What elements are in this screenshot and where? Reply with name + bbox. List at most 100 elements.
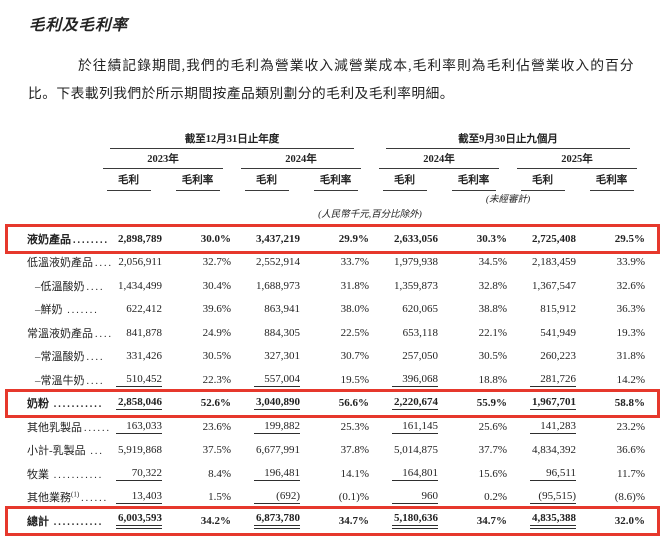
gross-profit-value: 327,301 xyxy=(264,350,300,363)
row-label-text: –低溫酸奶 xyxy=(35,280,85,293)
dot-leader: ...... xyxy=(84,422,111,434)
dot-leader: .... xyxy=(95,328,113,340)
gross-margin-value: 24.9% xyxy=(202,326,231,339)
row-label-text: 低溫液奶產品 xyxy=(27,257,93,270)
column-header-label: 毛利率 xyxy=(175,172,220,191)
gross-profit-value: 620,065 xyxy=(402,303,438,316)
row-label: 常溫液奶產品.... xyxy=(14,325,111,341)
column-header: 毛利率 xyxy=(439,169,508,191)
gross-margin-value: 18.8% xyxy=(478,373,507,386)
gross-profit-value: 164,801 xyxy=(370,467,439,481)
underlined-value: 3,040,890 xyxy=(254,396,300,411)
gross-margin-value: 30.5% xyxy=(202,350,231,363)
gross-profit-value: 3,040,890 xyxy=(232,396,301,411)
row-label: 其他乳製品...... xyxy=(14,419,109,435)
gross-margin-value: 34.2% xyxy=(200,514,231,527)
row-label: –鮮奶 ....... xyxy=(14,301,97,317)
gross-margin-value: 30.3% xyxy=(476,232,507,245)
column-header-label: 毛利率 xyxy=(451,172,496,191)
header-spacer xyxy=(14,131,94,149)
underlined-value: 510,452 xyxy=(116,373,162,387)
table-row: 常溫液奶產品.... 841,878 24.9% 884,305 22.5% 653,11… xyxy=(14,321,646,345)
gross-profit-value: 557,004 xyxy=(232,373,301,387)
row-label: 低溫液奶產品.... xyxy=(14,254,111,270)
gross-margin-value: 29.9% xyxy=(338,232,369,245)
table-row: 低溫液奶產品.... 2,056,911 32.7% 2,552,914 33.7% 1,… xyxy=(14,251,646,275)
gross-profit-value: 163,033 xyxy=(94,420,163,434)
double-underlined-value: 6,003,593 xyxy=(116,512,162,530)
dot-leader: .... xyxy=(86,281,105,293)
gross-margin-value: 22.3% xyxy=(202,373,231,386)
gross-profit-value: 960 xyxy=(370,490,439,505)
gross-profit-value: 331,426 xyxy=(126,350,162,363)
table-row: –常溫酸奶.... 331,426 30.5% 327,301 30.7% 257,050… xyxy=(14,345,646,369)
dot-leader: .... xyxy=(86,352,105,364)
year-header: 2024年 xyxy=(379,151,499,169)
gross-profit-value: 2,183,459 xyxy=(532,256,576,269)
gross-profit-value: 2,725,408 xyxy=(532,232,576,245)
table-row: 其他業務(1)...... 13,403 1.5% (692) (0.1)% 960 0.2… xyxy=(14,486,646,510)
page-title: 毛利及毛利率 xyxy=(29,17,129,34)
gross-profit-value: 4,834,392 xyxy=(532,444,576,457)
gross-profit-value: 70,322 xyxy=(94,467,163,481)
gross-margin-value: (8.6)% xyxy=(614,491,645,504)
dot-leader: ........ xyxy=(73,234,109,246)
gross-margin-value: 30.7% xyxy=(340,350,369,363)
underlined-value: 163,033 xyxy=(116,420,162,434)
underlined-value: 557,004 xyxy=(254,373,300,387)
gross-profit-value: 5,919,868 xyxy=(118,444,162,457)
gross-margin-value: 38.8% xyxy=(478,303,507,316)
year-header: 2025年 xyxy=(517,151,637,169)
gross-profit-value: 815,912 xyxy=(540,303,576,316)
gross-profit-value: 2,220,674 xyxy=(370,396,439,411)
gross-margin-value: 56.6% xyxy=(338,397,369,410)
underlined-value: 70,322 xyxy=(116,467,162,481)
underlined-value: 2,220,674 xyxy=(392,396,438,411)
gross-margin-value: 34.7% xyxy=(476,514,507,527)
table-row: –常溫牛奶.... 510,452 22.3% 557,004 19.5% 396,068… xyxy=(14,368,646,392)
row-label-text: 總計 xyxy=(27,515,52,528)
unit-note: (人民幣千元,百分比除外) xyxy=(318,210,422,220)
gross-profit-value: 396,068 xyxy=(370,373,439,387)
underlined-value: 96,511 xyxy=(530,467,576,481)
row-label-text: 奶粉 xyxy=(27,398,52,411)
gross-margin-value: 37.5% xyxy=(202,444,231,457)
row-label: 小計-乳製品 ... xyxy=(14,442,102,458)
gross-margin-value: 29.5% xyxy=(614,232,645,245)
gross-profit-value: 257,050 xyxy=(402,350,438,363)
gross-margin-value: 1.5% xyxy=(208,491,231,504)
underlined-value: 164,801 xyxy=(392,467,438,481)
gross-margin-value: 58.8% xyxy=(614,397,645,410)
table-row: 牧業 ........... 70,322 8.4% 196,481 14.1% 164,… xyxy=(14,462,646,486)
gross-margin-value: 31.8% xyxy=(616,350,645,363)
gross-margin-value: 32.8% xyxy=(478,279,507,292)
gross-margin-value: 15.6% xyxy=(478,467,507,480)
gross-profit-value: 4,835,388 xyxy=(508,512,577,530)
row-label-text: 液奶產品 xyxy=(27,233,71,246)
underlined-value: 1,967,701 xyxy=(530,396,576,411)
column-header-label: 毛利 xyxy=(106,172,151,191)
column-header: 毛利率 xyxy=(577,169,646,191)
gross-profit-value: (95,515) xyxy=(508,490,577,505)
gross-profit-value: 5,180,636 xyxy=(370,512,439,530)
gross-profit-value: 6,873,780 xyxy=(232,512,301,530)
gross-margin-value: 55.9% xyxy=(476,397,507,410)
table-row: 其他乳製品...... 163,033 23.6% 199,882 25.3% 161,1… xyxy=(14,415,646,439)
gross-margin-value: 32.7% xyxy=(202,256,231,269)
unaudited-note: (未經審計) xyxy=(485,195,531,205)
column-header: 毛利率 xyxy=(301,169,370,191)
dot-leader: ... xyxy=(90,446,104,458)
column-header: 毛利 xyxy=(508,169,577,191)
row-label: 奶粉 ........... xyxy=(14,395,101,411)
gross-profit-value: 884,305 xyxy=(264,326,300,339)
underlined-value: 199,882 xyxy=(254,420,300,434)
header-spacer xyxy=(14,149,94,169)
gross-margin-value: 0.2% xyxy=(484,491,507,504)
gross-margin-value: 37.7% xyxy=(478,444,507,457)
gross-profit-value: 281,726 xyxy=(508,373,577,387)
underlined-value: 281,726 xyxy=(530,373,576,387)
gross-profit-value: 1,967,701 xyxy=(508,396,577,411)
column-header: 毛利率 xyxy=(163,169,232,191)
gross-margin-value: 23.2% xyxy=(616,420,645,433)
unaudited-note-row: (未經審計) xyxy=(14,191,646,206)
